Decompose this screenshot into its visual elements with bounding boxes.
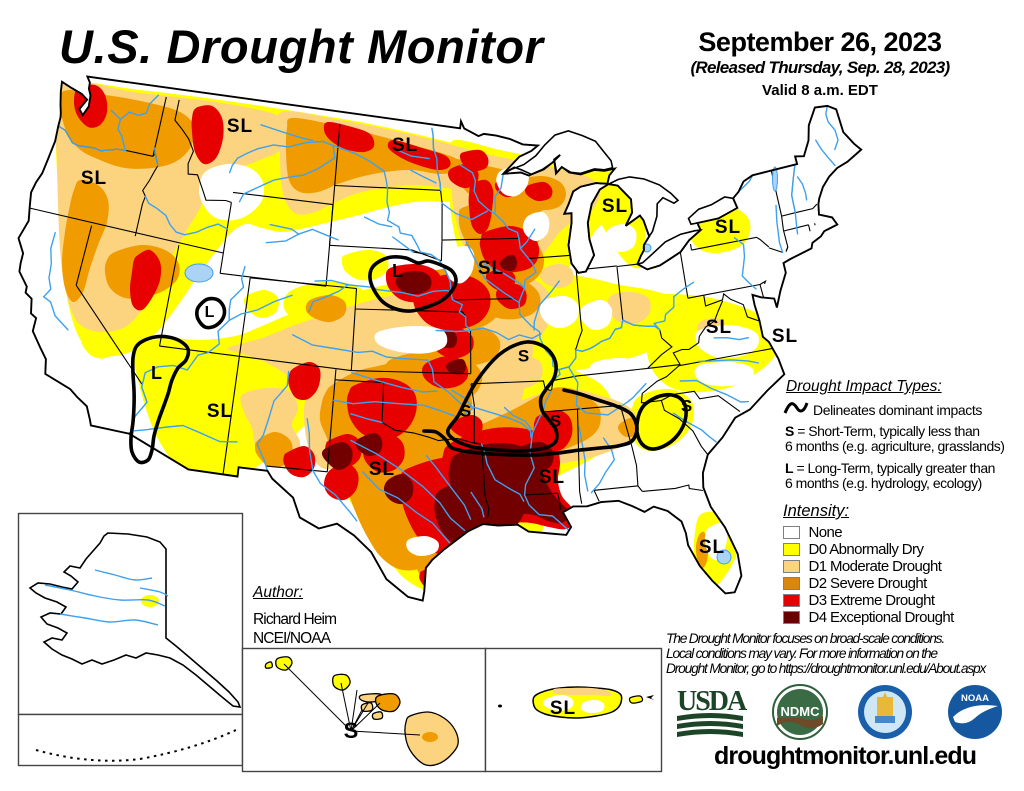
- svg-text:SL: SL: [772, 326, 798, 347]
- svg-text:USDA: USDA: [677, 686, 748, 717]
- svg-text:SL: SL: [602, 196, 628, 217]
- svg-text:SL: SL: [478, 258, 504, 279]
- svg-text:S: S: [681, 396, 693, 415]
- svg-text:SL: SL: [392, 135, 418, 156]
- svg-text:L: L: [151, 363, 163, 383]
- svg-text:SL: SL: [207, 401, 233, 422]
- svg-text:S: S: [460, 401, 472, 420]
- svg-text:SL: SL: [81, 168, 107, 189]
- svg-text:SL: SL: [706, 317, 732, 338]
- svg-text:NOAA: NOAA: [961, 693, 989, 704]
- svg-text:SL: SL: [550, 698, 576, 719]
- svg-text:S: S: [550, 411, 562, 430]
- svg-text:S: S: [344, 718, 359, 743]
- svg-text:SL: SL: [539, 467, 565, 488]
- svg-text:NDMC: NDMC: [781, 704, 821, 719]
- svg-text:SL: SL: [715, 217, 741, 238]
- svg-text:L: L: [392, 261, 404, 281]
- svg-text:SL: SL: [369, 459, 395, 480]
- svg-text:S: S: [518, 346, 530, 365]
- svg-text:SL: SL: [699, 537, 725, 558]
- svg-text:SL: SL: [227, 116, 253, 137]
- svg-text:L: L: [205, 304, 216, 321]
